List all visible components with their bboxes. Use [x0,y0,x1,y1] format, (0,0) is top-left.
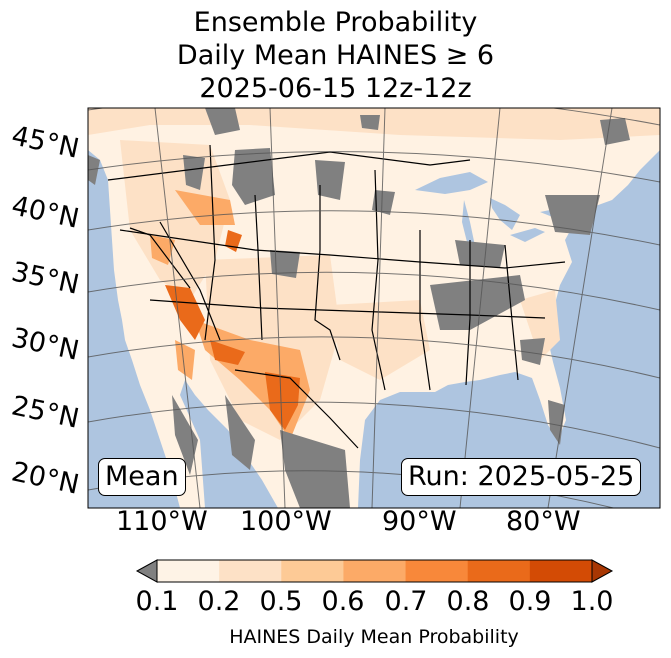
tick-label: 0.5 [259,586,303,617]
title-line-1: Ensemble Probability [193,7,478,38]
border [504,244,519,381]
grey-patch [455,240,505,268]
title-line-2: Daily Mean HAINES ≥ 6 [176,40,495,71]
run-label: Run: 2025-05-25 [401,458,642,496]
grey-patch [205,108,240,135]
border [149,299,546,319]
lon-label-110w: 110°W [116,506,208,537]
tick-label: 0.6 [321,586,365,617]
graticule [547,108,613,508]
graticule [154,108,201,508]
grey-patch [430,275,525,330]
colorbar-segment [467,560,531,582]
grey-patch [280,430,350,508]
colorbar-segment [405,560,469,582]
grey-patch [172,395,198,475]
tick-label: 0.2 [197,586,241,617]
tick-label: 1.0 [570,586,614,617]
graticule [88,151,660,183]
grey-patch [225,395,255,470]
graticule [371,108,386,508]
prob-region [210,340,245,365]
stat-label: Mean [98,458,186,496]
prob-region [520,290,560,360]
lake [462,200,475,246]
colorbar-under-arrow [135,559,158,583]
lon-label-90w: 90°W [382,506,457,537]
grey-patch [88,155,100,185]
lon-label-100w: 100°W [240,506,332,537]
prob-region [175,190,235,225]
grey-patch [183,155,205,190]
border [371,169,386,391]
border [129,227,191,289]
prob-region [165,285,205,340]
tick-label: 0.7 [384,586,428,617]
prob-region [175,340,195,380]
graticule [88,401,660,449]
lake [415,172,488,194]
tick-label: 0.9 [508,586,552,617]
tick-label: 0.8 [446,586,490,617]
colorbar-over-arrow [591,559,614,583]
grey-patch [545,195,600,235]
grey-patch [372,190,395,215]
grey-patch [360,115,380,130]
colorbar-frame [156,559,593,583]
border [465,240,471,386]
graticule [459,108,501,508]
tick-label: 0.1 [135,586,179,617]
grey-patch [232,148,275,205]
grey-patch [315,160,345,200]
colorbar-segment [343,560,407,582]
border [419,230,431,391]
lake [490,198,520,230]
lake [510,228,545,242]
border [204,144,216,341]
border [314,185,341,361]
border [119,229,566,269]
prob-region [265,372,300,430]
colorbar-segment [157,560,220,582]
grey-patch [520,338,545,365]
prob-region [120,140,230,300]
grey-patch [548,400,565,445]
title-line-3: 2025-06-15 12z-12z [199,73,472,104]
border [234,369,359,449]
colorbar-segment [529,560,593,582]
border [107,151,471,181]
grey-patch [270,250,300,278]
graticule [88,336,660,379]
colorbar-segment [281,560,344,582]
colorbar-label: HAINES Daily Mean Probability [229,626,519,648]
lon-label-80w: 80°W [506,506,581,537]
colorbar-segment [219,560,282,582]
graticule [269,108,286,508]
graticule [88,271,660,311]
map-frame [87,107,661,509]
border [159,221,221,341]
graticule [88,108,660,126]
prob-region [330,300,430,380]
